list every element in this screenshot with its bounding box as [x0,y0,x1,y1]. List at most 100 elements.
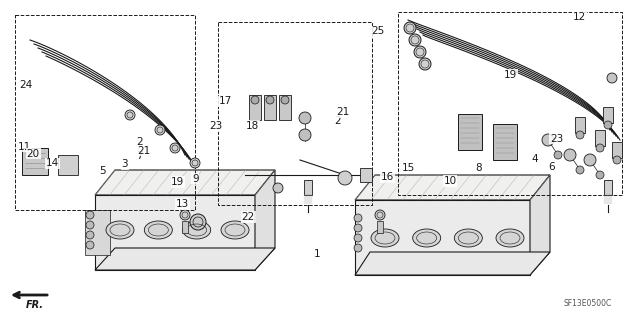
Ellipse shape [145,221,172,239]
Circle shape [564,149,576,161]
Circle shape [554,151,562,159]
Circle shape [414,46,426,58]
Polygon shape [22,148,48,175]
Text: 22: 22 [242,212,255,222]
Circle shape [273,183,283,193]
Text: 7: 7 [136,151,143,161]
Polygon shape [249,95,261,120]
Polygon shape [355,252,550,275]
Circle shape [354,244,362,252]
Text: 21: 21 [138,145,150,156]
Ellipse shape [106,221,134,239]
Circle shape [354,214,362,222]
Circle shape [125,110,135,120]
Polygon shape [95,195,255,270]
Polygon shape [458,114,482,150]
Circle shape [338,171,352,185]
Text: 2: 2 [136,137,143,147]
Circle shape [375,210,385,220]
Text: 25: 25 [371,26,384,36]
Text: 5: 5 [99,166,106,176]
Polygon shape [95,248,275,270]
Polygon shape [355,175,550,200]
Text: 3: 3 [122,159,128,169]
Circle shape [299,112,311,124]
Circle shape [409,34,421,46]
Circle shape [604,121,612,129]
Text: 1: 1 [314,249,320,259]
Circle shape [299,129,311,141]
Polygon shape [279,95,291,120]
Circle shape [613,156,621,164]
Circle shape [576,131,584,139]
Circle shape [170,143,180,153]
Text: 16: 16 [381,172,394,182]
Polygon shape [612,142,622,158]
Circle shape [607,73,617,83]
Text: 4: 4 [531,154,538,165]
Text: 10: 10 [444,176,456,186]
Text: 2: 2 [335,116,341,126]
Text: 20: 20 [27,149,40,159]
Text: 6: 6 [548,162,555,173]
Circle shape [584,154,596,166]
Ellipse shape [221,221,249,239]
Polygon shape [95,170,275,195]
Text: 24: 24 [19,80,32,91]
Polygon shape [360,168,372,182]
Text: 13: 13 [176,199,189,209]
Text: 23: 23 [210,121,223,131]
Circle shape [419,58,431,70]
Text: 23: 23 [550,134,563,144]
Polygon shape [493,124,517,160]
Polygon shape [603,107,613,123]
Circle shape [86,211,94,219]
Circle shape [266,96,274,104]
Circle shape [542,134,554,146]
Text: 17: 17 [219,96,232,107]
Polygon shape [530,175,550,275]
Circle shape [190,214,206,230]
Text: 21: 21 [336,107,349,117]
Circle shape [155,125,165,135]
Ellipse shape [496,229,524,247]
Text: 8: 8 [476,163,482,174]
Circle shape [576,166,584,174]
Polygon shape [355,200,530,275]
Text: 11: 11 [18,142,31,152]
Circle shape [86,231,94,239]
Circle shape [251,96,259,104]
Ellipse shape [413,229,441,247]
Circle shape [354,224,362,232]
Circle shape [86,221,94,229]
Text: 9: 9 [192,174,198,184]
Polygon shape [377,221,383,233]
Polygon shape [182,221,188,233]
Circle shape [180,210,190,220]
Circle shape [190,158,200,168]
Polygon shape [85,210,110,255]
Text: 18: 18 [246,121,259,131]
Polygon shape [595,130,605,146]
Text: 19: 19 [504,70,517,80]
Polygon shape [255,170,275,270]
Circle shape [404,22,416,34]
Circle shape [354,234,362,242]
Polygon shape [264,95,276,120]
Polygon shape [58,155,78,175]
Text: 19: 19 [172,177,184,187]
Text: 15: 15 [402,163,415,173]
Polygon shape [575,117,585,133]
Circle shape [596,171,604,179]
Circle shape [281,96,289,104]
Polygon shape [604,180,612,195]
Text: FR.: FR. [26,300,44,310]
Circle shape [596,144,604,152]
Circle shape [86,241,94,249]
Ellipse shape [371,229,399,247]
Text: 14: 14 [46,158,59,168]
Polygon shape [304,180,312,195]
Ellipse shape [182,221,211,239]
Text: 12: 12 [573,11,586,22]
Ellipse shape [454,229,483,247]
